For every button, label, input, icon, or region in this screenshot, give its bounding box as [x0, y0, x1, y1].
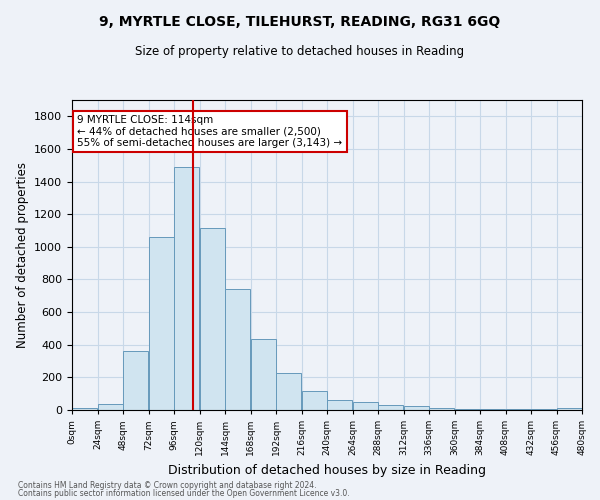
Bar — [429, 408, 454, 410]
Bar — [531, 409, 556, 410]
Text: Size of property relative to detached houses in Reading: Size of property relative to detached ho… — [136, 45, 464, 58]
Bar — [251, 339, 276, 410]
Bar — [225, 290, 250, 410]
Bar — [506, 409, 531, 410]
Bar — [480, 408, 505, 410]
Bar — [174, 167, 199, 410]
Text: Contains HM Land Registry data © Crown copyright and database right 2024.: Contains HM Land Registry data © Crown c… — [18, 480, 317, 490]
Bar — [404, 406, 429, 410]
Bar — [276, 374, 301, 410]
Text: 9, MYRTLE CLOSE, TILEHURST, READING, RG31 6GQ: 9, MYRTLE CLOSE, TILEHURST, READING, RG3… — [100, 15, 500, 29]
Y-axis label: Number of detached properties: Number of detached properties — [16, 162, 29, 348]
Bar — [455, 408, 480, 410]
Bar — [149, 237, 174, 410]
Bar — [353, 402, 378, 410]
X-axis label: Distribution of detached houses by size in Reading: Distribution of detached houses by size … — [168, 464, 486, 476]
Bar — [557, 408, 582, 410]
Bar — [302, 391, 327, 410]
Bar — [123, 352, 148, 410]
Bar — [72, 408, 97, 410]
Bar — [378, 406, 403, 410]
Bar — [98, 404, 123, 410]
Bar — [200, 228, 225, 410]
Bar — [327, 400, 352, 410]
Text: 9 MYRTLE CLOSE: 114sqm
← 44% of detached houses are smaller (2,500)
55% of semi-: 9 MYRTLE CLOSE: 114sqm ← 44% of detached… — [77, 114, 343, 148]
Text: Contains public sector information licensed under the Open Government Licence v3: Contains public sector information licen… — [18, 489, 350, 498]
